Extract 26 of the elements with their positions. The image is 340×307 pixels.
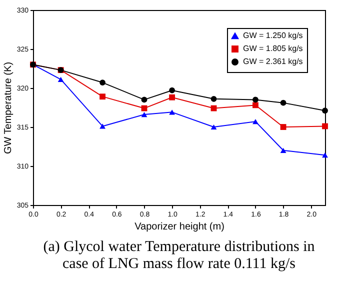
point <box>169 110 176 115</box>
point <box>58 76 64 82</box>
point <box>280 124 286 130</box>
point <box>252 102 258 108</box>
x-axis-title: Vaporizer height (m) <box>134 222 224 232</box>
point <box>169 87 176 94</box>
point <box>322 108 328 114</box>
point <box>252 96 258 103</box>
point <box>100 94 106 100</box>
point <box>169 94 176 100</box>
point <box>280 148 286 153</box>
point <box>252 118 258 124</box>
point <box>280 100 286 106</box>
point <box>100 124 106 129</box>
legend-label: GW = 1.250 kg/s <box>243 31 303 40</box>
point <box>322 152 328 158</box>
text: (a) Glycol water Temperature distributions in case of LNG mass flow rate 0.111 kg/s <box>43 239 316 272</box>
legend-label: GW = 1.805 kg/s <box>243 44 303 53</box>
point <box>210 124 217 130</box>
legend-label: GW = 2.361 kg/s <box>243 57 303 66</box>
point <box>100 80 106 86</box>
y-axis-title: GW Temperature (K) <box>2 62 14 154</box>
point <box>322 123 328 130</box>
point <box>210 96 217 102</box>
point <box>141 96 148 103</box>
point <box>141 112 148 118</box>
